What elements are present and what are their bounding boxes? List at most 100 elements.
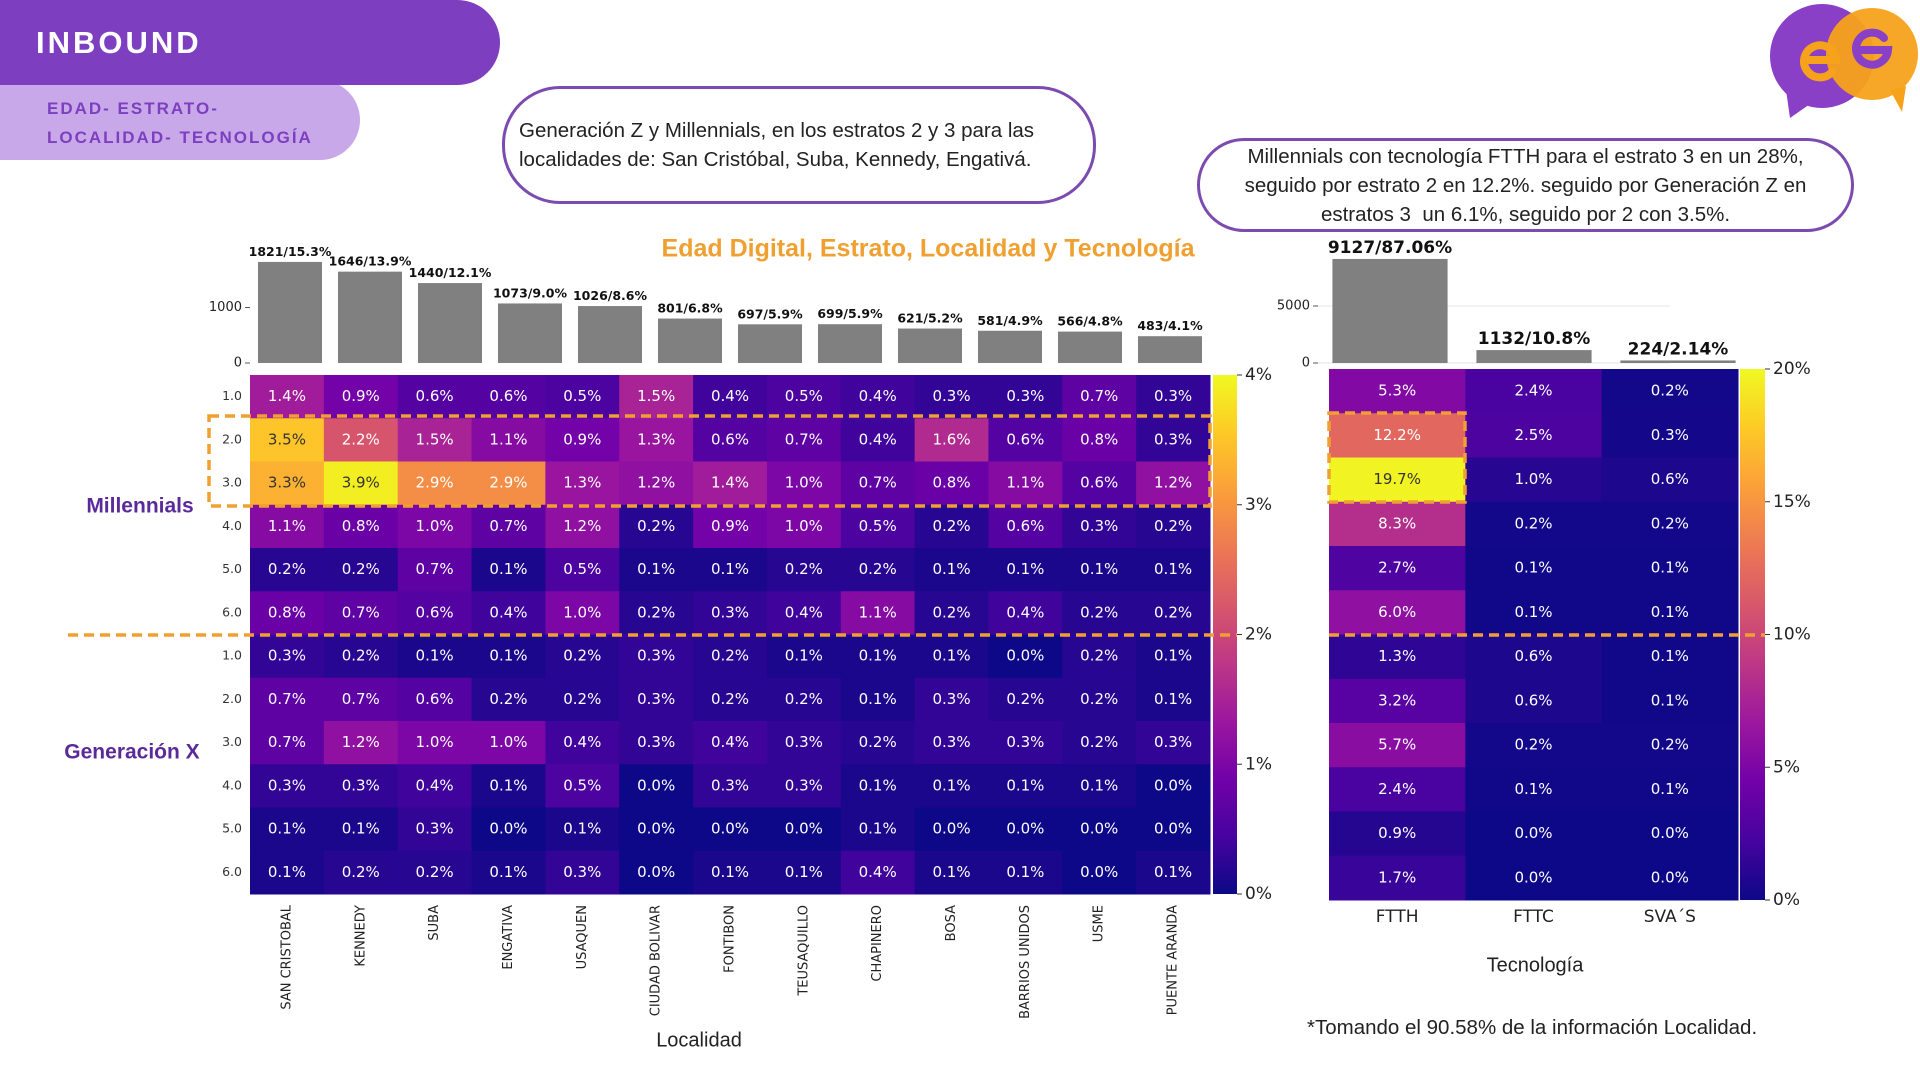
heatmap-cell xyxy=(766,548,842,592)
cell-label: 0.3% xyxy=(1080,517,1118,535)
slide-title: INBOUND xyxy=(0,0,500,85)
colorbar-tick-label: 15% xyxy=(1773,492,1811,512)
cell-label: 0.1% xyxy=(563,820,601,838)
heatmap-cell xyxy=(323,807,399,852)
cell-label: 0.8% xyxy=(1080,430,1118,448)
cell-label: 0.2% xyxy=(1651,382,1689,400)
cell-label: 0.3% xyxy=(785,776,823,794)
heatmap-cell xyxy=(1062,504,1137,549)
cell-label: 1.1% xyxy=(859,603,897,621)
cell-label: 0.1% xyxy=(859,690,897,708)
cell-label: 0.1% xyxy=(1080,560,1118,578)
heatmap-cell xyxy=(1601,457,1739,503)
cell-label: 0.1% xyxy=(859,820,897,838)
slide-subtitle: EDAD- ESTRATO- LOCALIDAD- TECNOLOGÍA xyxy=(0,80,360,160)
cell-label: 0.8% xyxy=(932,474,970,492)
bar-label: 483/4.1% xyxy=(1137,318,1203,333)
heatmap-cell xyxy=(250,634,325,679)
heatmap-cell xyxy=(1329,413,1466,458)
bar xyxy=(738,324,802,363)
heatmap-cell xyxy=(1062,764,1137,808)
group-label: Generación X xyxy=(64,741,199,764)
cell-label: 3.3% xyxy=(268,474,306,492)
heatmap-cell xyxy=(545,375,620,419)
cell-label: 1.5% xyxy=(637,387,675,405)
x-tick-label: PUENTE ARANDA xyxy=(1166,905,1181,1015)
cell-label: 1.3% xyxy=(563,474,601,492)
x-tick-label: USME xyxy=(1092,905,1107,942)
heatmap-cell xyxy=(840,418,916,462)
heatmap-cell xyxy=(1136,504,1211,549)
heatmap-cell xyxy=(545,807,620,852)
cell-label: 0.1% xyxy=(1154,647,1192,665)
bar-label: 9127/87.06% xyxy=(1328,238,1452,258)
note-box: Generación Z y Millennials, en los estra… xyxy=(502,86,1096,204)
cell-label: 1.0% xyxy=(1514,470,1552,488)
cell-label: 0.3% xyxy=(1006,733,1044,751)
cell-label: 2.7% xyxy=(1378,559,1416,577)
cell-label: 0.5% xyxy=(785,387,823,405)
heatmap-cell xyxy=(1465,546,1603,591)
cell-label: 0.9% xyxy=(563,430,601,448)
x-tick-label: FTTC xyxy=(1513,907,1554,927)
heatmap-cell xyxy=(545,461,620,506)
bar-label: 1026/8.6% xyxy=(573,288,647,303)
cell-label: 0.0% xyxy=(1651,824,1689,842)
heatmap-cell xyxy=(766,375,842,419)
heatmap-cell xyxy=(1329,767,1466,812)
cell-label: 0.0% xyxy=(932,820,970,838)
heatmap-cell xyxy=(840,461,916,506)
colorbar-tick-label: 0% xyxy=(1245,884,1272,904)
heatmap-cell xyxy=(1136,634,1211,679)
heatmap-cell xyxy=(1601,767,1739,812)
x-tick-label: TEUSAQUILLO xyxy=(796,905,811,997)
heatmap-cell xyxy=(250,418,325,462)
y-tick-label: 6.0 xyxy=(222,864,242,879)
heatmap-cell xyxy=(619,634,694,679)
heatmap-cell xyxy=(250,721,325,765)
heatmap-cell xyxy=(471,850,546,895)
heatmap-cell xyxy=(1465,723,1603,768)
highlight-box xyxy=(1327,411,1467,504)
cell-label: 1.4% xyxy=(268,387,306,405)
bar-label: 581/4.9% xyxy=(977,313,1043,328)
x-tick-label: SAN CRISTOBAL xyxy=(279,904,294,1009)
cell-label: 1.2% xyxy=(1154,474,1192,492)
y-tick-label: 6.0 xyxy=(222,604,242,619)
cell-label: 2.9% xyxy=(489,474,527,492)
heatmap-cell xyxy=(840,634,916,679)
heatmap-cell xyxy=(619,677,694,722)
cell-label: 0.3% xyxy=(342,776,380,794)
cell-label: 0.2% xyxy=(342,560,380,578)
x-tick-label: BOSA xyxy=(944,905,959,941)
bar xyxy=(1620,360,1736,363)
cell-label: 0.2% xyxy=(1080,603,1118,621)
heatmap-cell xyxy=(471,461,546,506)
cell-label: 0.2% xyxy=(637,603,675,621)
cell-label: 1.0% xyxy=(416,733,454,751)
heatmap-cell xyxy=(840,850,916,895)
colorbar-tick-label: 10% xyxy=(1773,625,1811,645)
heatmap-cell xyxy=(545,548,620,592)
heatmap-cell xyxy=(1601,369,1739,414)
cell-label: 12.2% xyxy=(1373,426,1421,444)
heatmap-cell xyxy=(545,418,620,462)
heatmap-cell xyxy=(693,591,768,635)
heatmap-cell xyxy=(1136,850,1211,895)
y-tick-label: 1.0 xyxy=(222,648,242,663)
heatmap-cell xyxy=(397,764,473,808)
heatmap-cell xyxy=(323,850,399,895)
heatmap-cell xyxy=(1465,501,1603,547)
colorbar-tick-label: 0% xyxy=(1773,890,1800,910)
heatmap-cell xyxy=(1136,591,1211,635)
heatmap-cell xyxy=(619,418,694,462)
footnote: *Tomando el 90.58% de la información Loc… xyxy=(1307,1016,1758,1039)
cell-label: 0.2% xyxy=(342,647,380,665)
cell-label: 0.1% xyxy=(1651,647,1689,665)
heatmap-cell xyxy=(1329,634,1466,680)
heatmap-cell xyxy=(1329,501,1466,547)
heatmap-cell xyxy=(766,461,842,506)
bar xyxy=(898,328,962,363)
cell-label: 0.2% xyxy=(1651,514,1689,532)
